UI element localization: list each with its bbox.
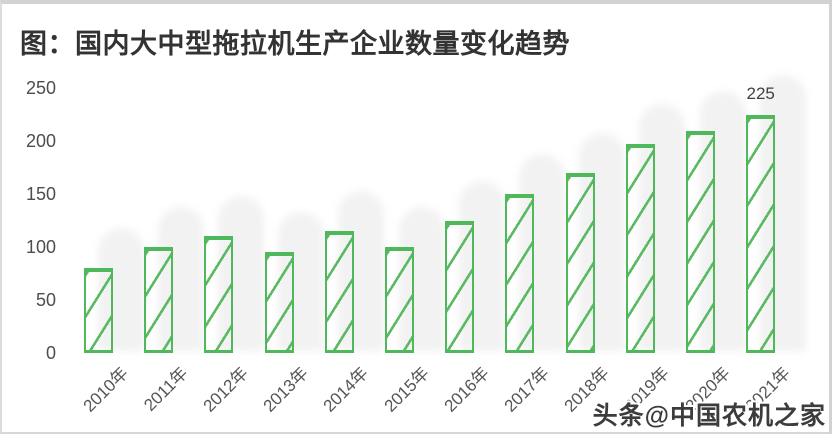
y-axis-tick-label: 250 — [25, 78, 56, 98]
chart-title: 图：国内大中型拖拉机生产企业数量变化趋势 — [20, 29, 570, 59]
bar — [746, 114, 776, 353]
watermark: 头条@中国农机之家 — [592, 402, 826, 430]
x-axis-label: 2010年 — [79, 363, 132, 416]
x-axis-label: 2013年 — [259, 363, 313, 416]
bar — [625, 144, 655, 353]
bar — [144, 247, 174, 353]
bar — [686, 131, 715, 353]
bar — [385, 247, 414, 353]
bar — [264, 252, 294, 353]
bar — [565, 172, 595, 353]
bar — [84, 268, 113, 353]
bar — [505, 194, 535, 353]
x-axis-label: 2012年 — [199, 363, 252, 416]
y-axis-tick-label: 50 — [35, 290, 56, 310]
y-axis-tick-label: 150 — [25, 184, 56, 204]
y-axis-tick-label: 200 — [25, 131, 56, 151]
x-axis-label: 2017年 — [500, 363, 553, 416]
x-axis-label: 2016年 — [440, 363, 493, 416]
bar — [204, 236, 234, 353]
bar-data-label: 225 — [746, 83, 775, 103]
x-axis-label: 2014年 — [320, 363, 373, 416]
y-axis-tick-label: 100 — [25, 237, 56, 257]
y-axis-tick-label: 0 — [45, 343, 56, 363]
bar — [445, 220, 475, 353]
x-axis-label: 2011年 — [140, 363, 192, 415]
bar — [324, 231, 354, 353]
x-axis-label: 2015年 — [380, 363, 433, 416]
